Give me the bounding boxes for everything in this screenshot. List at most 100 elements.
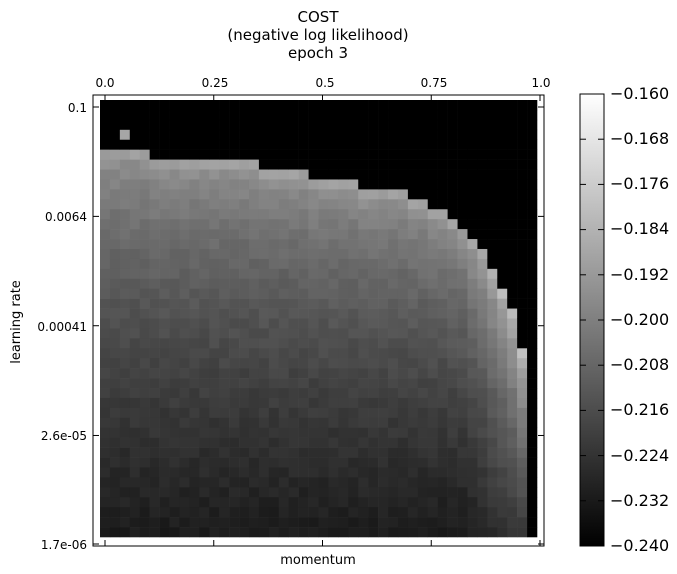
- heatmap-cell: [159, 527, 170, 538]
- heatmap-cell: [100, 248, 111, 260]
- heatmap-cell: [100, 348, 111, 359]
- heatmap-cell: [129, 397, 141, 409]
- heatmap-cell: [119, 447, 131, 458]
- heatmap-cell: [219, 199, 230, 210]
- heatmap-cell: [149, 527, 160, 538]
- heatmap-cell: [388, 407, 399, 419]
- heatmap-cell: [447, 487, 458, 498]
- heatmap-cell: [258, 248, 270, 260]
- heatmap-cell: [507, 467, 518, 478]
- heatmap-cell: [169, 189, 180, 200]
- heatmap-cell: [308, 268, 319, 280]
- y-tick-label-3: 2.6e-05: [41, 429, 87, 443]
- heatmap-cell: [298, 417, 309, 429]
- heatmap-cell: [219, 288, 230, 299]
- heatmap-cell: [169, 268, 180, 280]
- heatmap-cell: [298, 288, 309, 299]
- heatmap-cell: [209, 258, 220, 270]
- heatmap-cell: [358, 527, 369, 538]
- heatmap-cell: [328, 477, 339, 488]
- heatmap-cell: [388, 427, 399, 438]
- heatmap-cell: [149, 119, 160, 131]
- heatmap-cell: [129, 358, 141, 369]
- heatmap-cell: [298, 179, 309, 190]
- heatmap-cell: [507, 417, 518, 429]
- colorbar-tick-label-6: −0.192: [610, 265, 669, 284]
- heatmap-cell: [397, 348, 409, 359]
- heatmap-cell: [348, 100, 359, 111]
- heatmap-cell: [169, 507, 180, 518]
- heatmap-cell: [268, 119, 280, 131]
- heatmap-cell: [447, 149, 458, 160]
- heatmap-cell: [100, 487, 111, 498]
- heatmap-cell: [318, 467, 329, 478]
- heatmap-cell: [129, 417, 141, 429]
- heatmap-cell: [288, 139, 299, 150]
- heatmap-cell: [169, 199, 180, 210]
- heatmap-cell: [417, 358, 429, 369]
- heatmap-cell: [427, 487, 438, 498]
- heatmap-cell: [417, 119, 429, 131]
- heatmap-cell: [149, 368, 160, 379]
- heatmap-cell: [388, 179, 399, 190]
- heatmap-cell: [209, 209, 220, 220]
- heatmap-cell: [278, 427, 289, 438]
- heatmap-cell: [219, 397, 230, 409]
- heatmap-cell: [338, 100, 349, 111]
- heatmap-cell: [417, 318, 429, 329]
- heatmap-cell: [407, 318, 419, 329]
- heatmap-cell: [517, 477, 528, 488]
- heatmap-cell: [100, 527, 111, 538]
- heatmap-cell: [368, 427, 379, 438]
- heatmap-cell: [457, 368, 468, 379]
- heatmap-cell: [487, 229, 498, 240]
- heatmap-cell: [318, 368, 329, 379]
- heatmap-cell: [109, 368, 121, 379]
- heatmap-cell: [209, 109, 220, 121]
- heatmap-cell: [467, 100, 478, 111]
- heatmap-cell: [527, 318, 538, 329]
- heatmap-cell: [229, 477, 240, 488]
- heatmap-cell: [407, 229, 419, 240]
- heatmap-cell: [298, 139, 309, 150]
- heatmap-cell: [527, 527, 538, 538]
- heatmap-cell: [507, 169, 518, 180]
- heatmap-cell: [199, 199, 210, 210]
- heatmap-cell: [358, 457, 369, 468]
- heatmap-cell: [229, 239, 240, 250]
- heatmap-cell: [239, 437, 250, 448]
- heatmap-cell: [487, 358, 498, 369]
- heatmap-cell: [318, 358, 329, 369]
- heatmap-cell: [298, 358, 309, 369]
- heatmap-cell: [149, 467, 160, 478]
- heatmap-cell: [457, 457, 468, 468]
- heatmap-cell: [169, 109, 180, 121]
- heatmap-cell: [149, 179, 160, 190]
- heatmap-cell: [278, 527, 289, 538]
- heatmap-cell: [179, 338, 190, 349]
- heatmap-cell: [268, 229, 280, 240]
- heatmap-cell: [219, 229, 230, 240]
- heatmap-cell: [248, 447, 260, 458]
- heatmap-cell: [109, 100, 121, 111]
- heatmap-cell: [169, 100, 180, 111]
- heatmap-cell: [348, 318, 359, 329]
- heatmap-cell: [457, 318, 468, 329]
- heatmap-cell: [388, 139, 399, 150]
- heatmap-cell: [397, 199, 409, 210]
- heatmap-cell: [159, 318, 170, 329]
- heatmap-cell: [318, 328, 329, 339]
- heatmap-cell: [209, 457, 220, 468]
- heatmap-cell: [427, 139, 438, 150]
- heatmap-cell: [159, 338, 170, 349]
- heatmap-cell: [119, 288, 131, 299]
- heatmap-cell: [517, 199, 528, 210]
- heatmap-cell: [358, 109, 369, 121]
- heatmap-cell: [308, 129, 319, 141]
- heatmap-cell: [417, 268, 429, 280]
- heatmap-cell: [507, 258, 518, 270]
- heatmap-cell: [348, 338, 359, 349]
- heatmap-cell: [517, 288, 528, 299]
- heatmap-cell: [288, 298, 299, 309]
- heatmap-cell: [278, 407, 289, 419]
